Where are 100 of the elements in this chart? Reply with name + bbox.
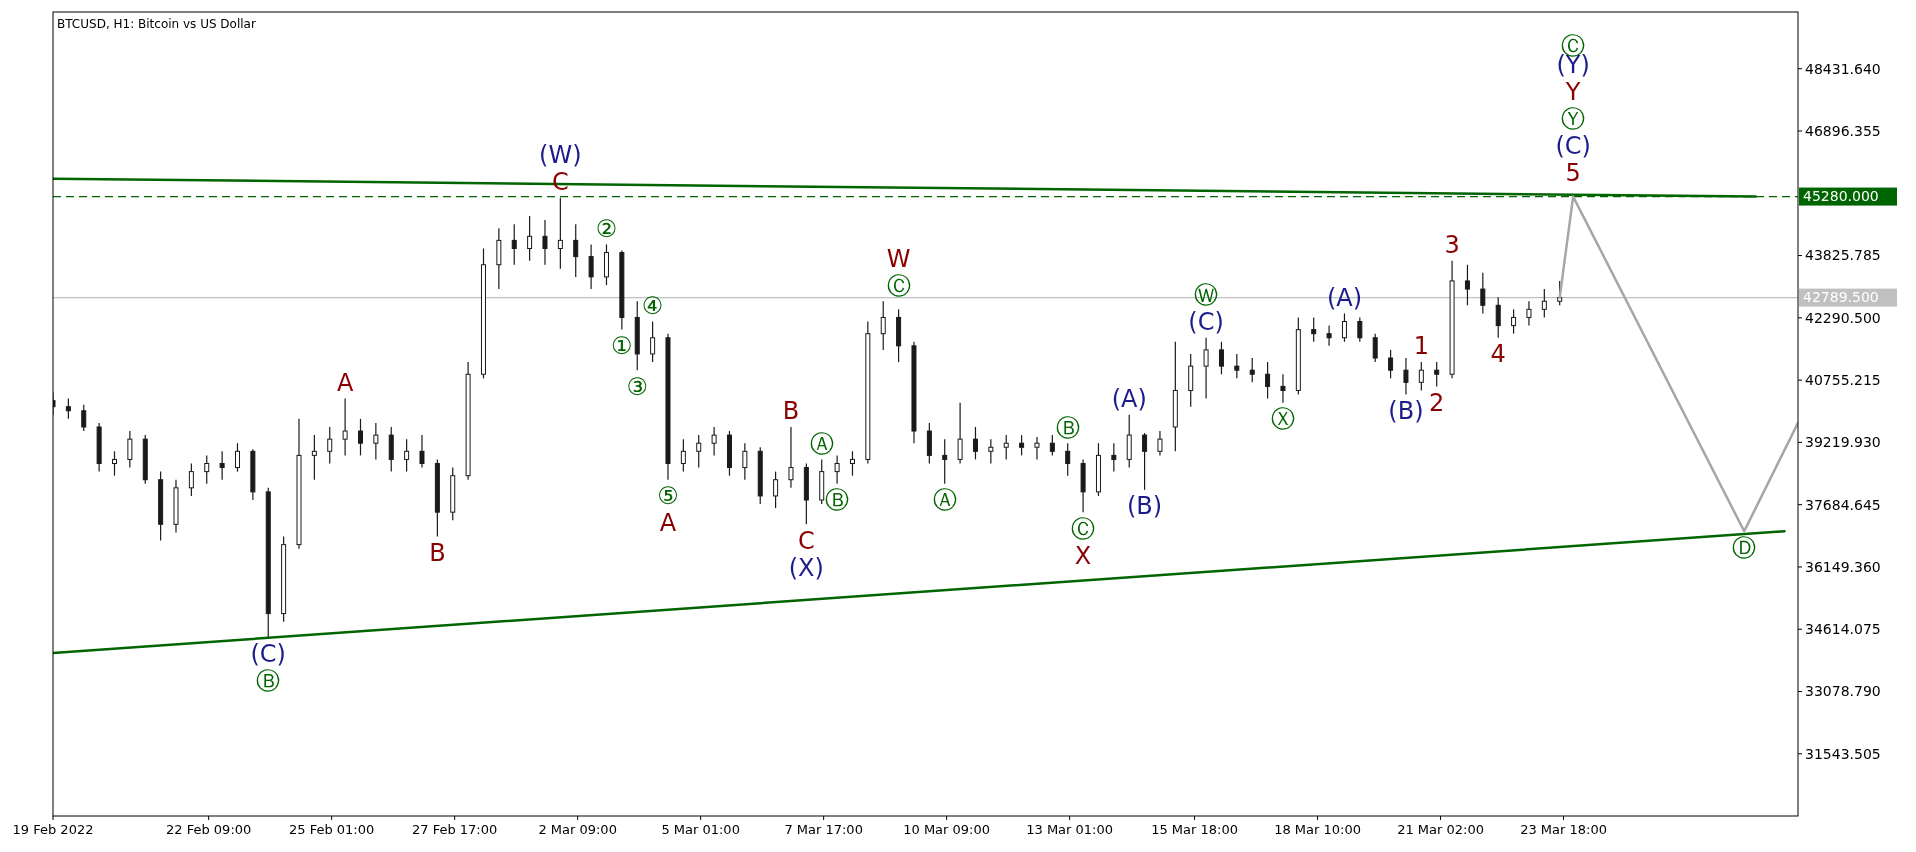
candlestick [327, 426, 333, 465]
annotation: Ⓒ [886, 271, 911, 300]
annotation: B [429, 538, 446, 567]
candlestick [1434, 361, 1440, 388]
annotation: (A) [1111, 385, 1147, 414]
annotation: Ⓓ [1732, 533, 1757, 562]
candlestick [773, 471, 779, 509]
annotation: (W) [539, 141, 582, 170]
candlestick [1049, 434, 1055, 456]
y-tick-label: 33078.790 [1805, 683, 1881, 700]
annotation: (X) [788, 553, 824, 582]
candlestick [1249, 357, 1255, 383]
candlestick [234, 442, 240, 473]
candlestick [1418, 361, 1424, 392]
x-tick-label: 5 Mar 01:00 [661, 822, 740, 837]
candlestick [404, 438, 410, 473]
candlestick [81, 404, 87, 432]
candlestick [342, 397, 348, 456]
annotation: Ⓑ [1055, 413, 1080, 442]
candlestick [849, 450, 855, 477]
candlestick [711, 426, 717, 456]
candlestick [1480, 272, 1486, 314]
candlestick [1111, 442, 1117, 473]
annotation: Ⓧ [1270, 405, 1295, 434]
candlestick [880, 300, 886, 351]
candlestick [1003, 434, 1009, 461]
candlestick [650, 320, 656, 363]
candlestick [1511, 308, 1517, 335]
line-series [1558, 195, 1798, 533]
candlestick [1403, 357, 1409, 396]
annotation: ① [611, 332, 633, 361]
y-tick-label: 37684.645 [1805, 496, 1881, 513]
annotation: Ⓦ [1194, 281, 1219, 310]
candlestick [696, 434, 702, 469]
annotation: 3 [1444, 231, 1460, 260]
candlestick [680, 438, 686, 473]
candlestick [1357, 316, 1363, 343]
candlestick [972, 426, 978, 461]
annotation: ③ [626, 372, 648, 401]
candlestick [204, 454, 210, 485]
candlestick [112, 450, 117, 477]
candlestick [1495, 296, 1501, 339]
ref-line-label: 42789.500 [1803, 289, 1879, 306]
candlestick [1157, 430, 1163, 456]
annotation: C [797, 526, 815, 555]
candlestick [65, 397, 71, 420]
candlestick [127, 430, 133, 469]
candlestick [942, 438, 948, 485]
y-tick-label: 31543.505 [1805, 745, 1881, 762]
x-tick-label: 7 Mar 17:00 [784, 822, 863, 837]
candlestick [1034, 436, 1040, 461]
candlestick [1341, 312, 1347, 343]
x-tick-label: 27 Feb 17:00 [412, 822, 498, 837]
x-tick-label: 2 Mar 09:00 [538, 822, 617, 837]
candlestick [1019, 434, 1025, 456]
annotation: B [782, 397, 800, 426]
annotation: ② [595, 214, 618, 243]
candlestick [788, 426, 794, 489]
annotation: (A) [1326, 283, 1363, 312]
x-tick-label: 18 Mar 10:00 [1274, 822, 1361, 837]
y-tick-label: 34614.075 [1805, 621, 1881, 638]
candlestick [1218, 341, 1224, 375]
candlestick [1203, 337, 1209, 400]
x-tick-label: 25 Feb 01:00 [289, 822, 375, 837]
candlestick [988, 438, 994, 465]
annotation: Ⓑ [825, 486, 850, 515]
y-tick-label: 36149.360 [1805, 558, 1881, 575]
x-tick-label: 15 Mar 18:00 [1151, 822, 1238, 837]
x-tick-label: 10 Mar 09:00 [903, 822, 991, 837]
candlestick [742, 442, 748, 481]
candlestick [957, 402, 963, 465]
candlestick [1311, 316, 1317, 343]
annotation: Ⓒ (Y) Y Ⓨ (C) 5 [1555, 31, 1591, 187]
candlestick [311, 434, 317, 481]
candlestick [1326, 324, 1332, 347]
x-tick-label: 22 Feb 09:00 [166, 822, 252, 837]
candlestick [1388, 349, 1394, 379]
candlestick [557, 197, 563, 270]
annotation: ⑤ [657, 482, 679, 511]
candlestick [1372, 333, 1378, 363]
candlestick [1280, 373, 1286, 404]
annotation: Ⓐ [809, 429, 834, 458]
y-tick-label: 40755.215 [1805, 372, 1881, 389]
annotation: (B) [1126, 492, 1163, 521]
candlestick [188, 462, 194, 497]
annotation: 1 [1413, 332, 1429, 361]
candlestick [1526, 300, 1532, 327]
annotation: X [1074, 541, 1092, 570]
candlestick [1265, 361, 1271, 400]
candlestick [588, 243, 594, 290]
y-tick-label: 39219.930 [1805, 434, 1881, 451]
candlestick [1464, 264, 1470, 306]
annotation: Ⓒ [1071, 514, 1096, 543]
annotation: A [659, 509, 677, 538]
y-tick-label: 42290.500 [1805, 309, 1881, 326]
candlestick [419, 434, 425, 469]
x-tick-label: 19 Feb 2022 [12, 822, 94, 837]
annotation: ④ [641, 291, 664, 320]
candlestick [219, 450, 225, 481]
candlestick [1234, 353, 1240, 379]
